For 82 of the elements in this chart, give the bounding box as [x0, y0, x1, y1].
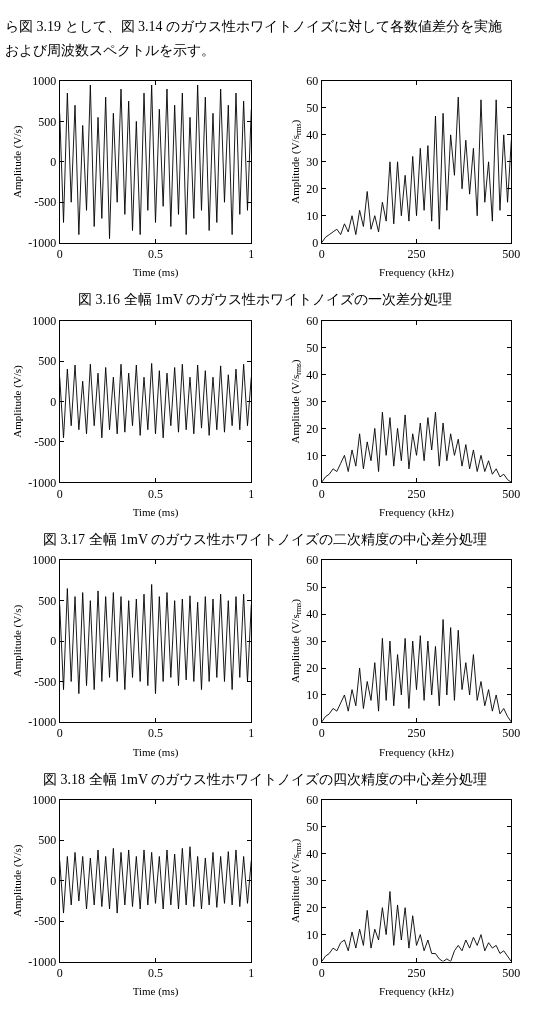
x-tick-label: 1 [248, 726, 255, 741]
x-tick-label: 250 [407, 726, 426, 741]
y-tick-label: 60 [306, 793, 319, 808]
y-tick-label: -1000 [28, 235, 57, 250]
caption: 図 3.16 全幅 1mV のガウス性ホワイトノイズの一次差分処理 [78, 292, 453, 307]
y-tick-label: 500 [38, 833, 57, 848]
y-tick-label: 0 [312, 475, 319, 490]
y-tick-label: 1000 [32, 74, 57, 89]
x-tick-label: 500 [502, 726, 521, 741]
x-axis-title: Frequency (kHz) [379, 745, 455, 759]
y-tick-label: 50 [306, 340, 319, 355]
x-axis-title: Time (ms) [132, 505, 179, 519]
x-tick-label: 0.5 [148, 726, 163, 741]
y-tick-label: 500 [38, 114, 57, 129]
y-tick-label: 60 [306, 313, 319, 328]
y-tick-label: 40 [306, 128, 319, 143]
text: ら図 3.19 として、図 3.14 のガウス性ホワイトノイズに対して各数値差分を実施 [5, 19, 502, 34]
x-tick-label: 1 [248, 486, 255, 501]
y-tick-label: 10 [306, 208, 319, 223]
y-tick-label: 50 [306, 819, 319, 834]
x-axis-title: Frequency (kHz) [379, 266, 455, 280]
y-tick-label: 0 [50, 873, 57, 888]
x-tick-label: 0.5 [148, 965, 163, 980]
y-tick-label: 50 [306, 580, 319, 595]
y-tick-label: 40 [306, 607, 319, 622]
x-tick-label: 1 [248, 965, 255, 980]
y-tick-label: 1000 [32, 313, 57, 328]
x-tick-label: 250 [407, 486, 426, 501]
y-tick-label: 60 [306, 553, 319, 568]
y-tick-label: 0 [312, 235, 319, 250]
y-tick-label: 40 [306, 367, 319, 382]
y-tick-label: 0 [312, 715, 319, 730]
y-tick-label: 40 [306, 846, 319, 861]
y-tick-label: 20 [306, 181, 319, 196]
caption: 図 3.17 全幅 1mV のガウス性ホワイトノイズの二次精度の中心差分処理 [43, 532, 488, 547]
y-tick-label: 10 [306, 927, 319, 942]
y-tick-label: 20 [306, 900, 319, 915]
x-axis-title: Frequency (kHz) [379, 985, 455, 999]
x-tick-label: 500 [502, 965, 521, 980]
x-tick-label: 250 [407, 247, 426, 262]
x-tick-label: 500 [502, 486, 521, 501]
y-tick-label: 0 [50, 394, 57, 409]
y-tick-label: 10 [306, 448, 319, 463]
y-tick-label: 20 [306, 421, 319, 436]
y-tick-label: 60 [306, 74, 319, 89]
y-tick-label: 50 [306, 101, 319, 116]
y-tick-label: -500 [34, 914, 57, 929]
x-axis-title: Frequency (kHz) [379, 505, 455, 519]
y-axis-title: Amplitude (V/s) [10, 125, 24, 199]
y-axis-title: Amplitude (V/s) [10, 844, 24, 917]
y-tick-label: 20 [306, 661, 319, 676]
y-tick-label: -1000 [28, 475, 57, 490]
y-tick-label: -1000 [28, 954, 57, 969]
y-tick-label: 30 [306, 873, 319, 888]
y-tick-label: 1000 [32, 553, 57, 568]
y-axis-title: Amplitude (V/s) [10, 364, 24, 438]
x-tick-label: 0.5 [148, 486, 163, 501]
y-axis-title: Amplitude (V/s) [10, 604, 24, 678]
x-axis-title: Time (ms) [132, 266, 179, 280]
y-tick-label: -1000 [28, 715, 57, 730]
y-tick-label: 30 [306, 394, 319, 409]
x-tick-label: 500 [502, 247, 521, 262]
y-tick-label: 0 [50, 155, 57, 170]
y-tick-label: 0 [50, 634, 57, 649]
x-tick-label: 250 [407, 965, 426, 980]
caption: 図 3.18 全幅 1mV のガウス性ホワイトノイズの四次精度の中心差分処理 [43, 772, 488, 787]
y-tick-label: 30 [306, 155, 319, 170]
y-tick-label: 500 [38, 593, 57, 608]
y-tick-label: 0 [312, 954, 319, 969]
y-tick-label: -500 [34, 674, 57, 689]
y-tick-label: -500 [34, 195, 57, 210]
x-tick-label: 1 [248, 247, 255, 262]
x-tick-label: 0.5 [148, 247, 163, 262]
y-tick-label: 500 [38, 354, 57, 369]
line-series [59, 84, 252, 240]
text: および周波数スペクトルを示す。 [5, 43, 215, 58]
y-tick-label: 1000 [32, 793, 57, 808]
y-tick-label: 10 [306, 688, 319, 703]
x-axis-title: Time (ms) [132, 985, 179, 999]
y-tick-label: 30 [306, 634, 319, 649]
y-tick-label: -500 [34, 435, 57, 450]
x-axis-title: Time (ms) [132, 745, 179, 759]
